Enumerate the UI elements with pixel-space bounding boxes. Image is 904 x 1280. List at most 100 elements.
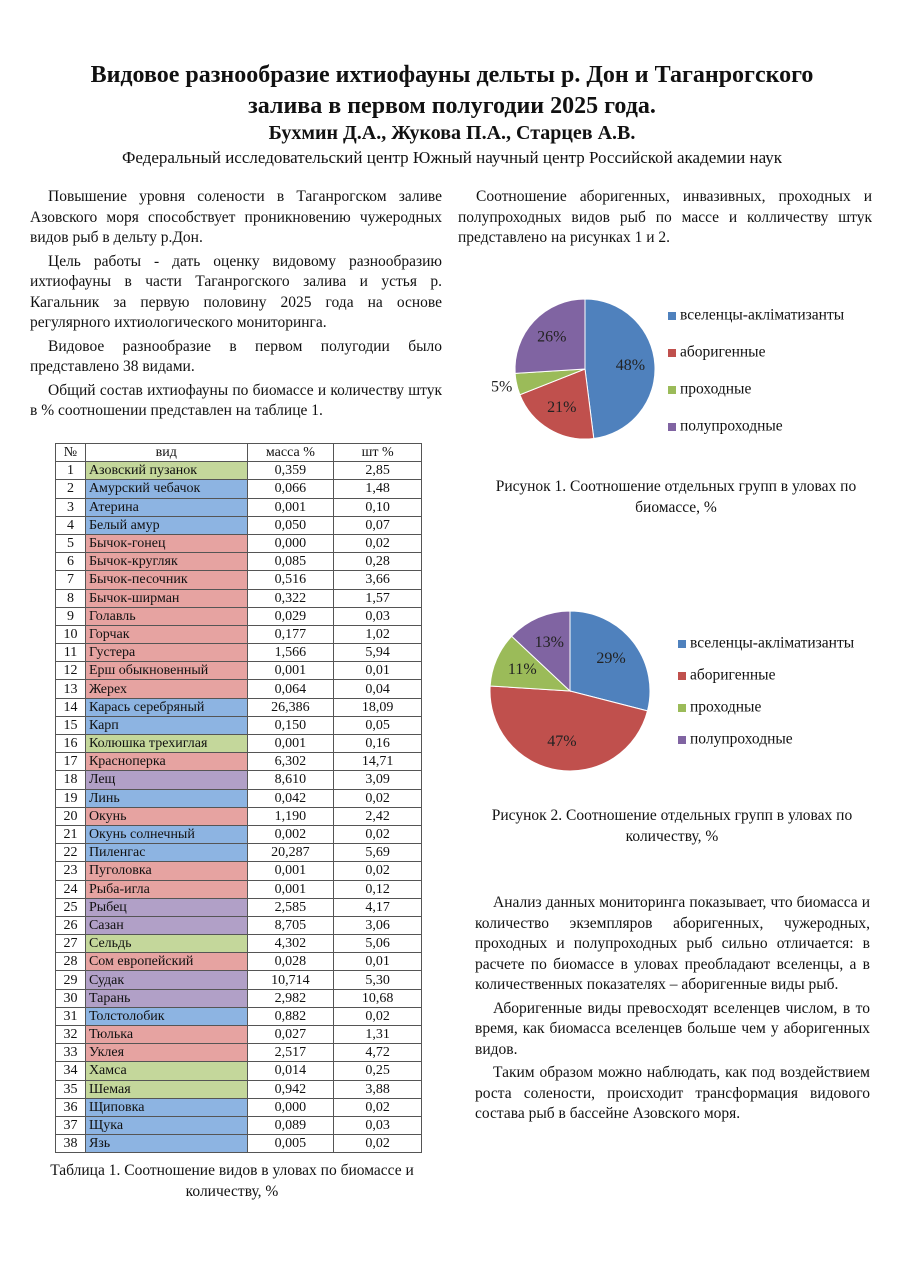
legend-label: аборигенные	[680, 344, 766, 361]
table-cell: 0,014	[246, 1061, 335, 1081]
legend-swatch	[668, 386, 676, 394]
table-cell: 20	[55, 806, 86, 826]
table-cell: Уклея	[84, 1043, 248, 1063]
figure-caption: Рисунок 1. Соотношение отдельных групп в…	[495, 478, 857, 516]
right-intro: Соотношение аборигенных, инвазивных, про…	[458, 187, 872, 252]
table-cell: Судак	[84, 970, 248, 990]
table-row: 38 Язь 0,005 0,02	[55, 1134, 422, 1154]
table-cell: 1,566	[246, 643, 335, 663]
table-cell: Атерина	[84, 497, 248, 517]
table-cell: 1,190	[246, 806, 335, 826]
table-cell: 19	[55, 788, 86, 808]
table-row: 10 Горчак 0,177 1,02	[55, 624, 422, 645]
table-row: 23 Пуголовка 0,001 0,02	[55, 861, 422, 881]
paragraph: Цель работы - дать оценку видовому разно…	[30, 252, 442, 332]
table-cell: 3,06	[333, 915, 422, 936]
table-cell: 0,02	[333, 861, 422, 881]
table-cell: Бычок-кругляк	[84, 552, 248, 572]
table-cell: 0,12	[333, 879, 422, 899]
table-cell: 4,17	[333, 897, 422, 917]
table-cell: 24	[55, 879, 86, 899]
table-cell: 14	[55, 697, 86, 717]
table-row: 35 Шемая 0,942 3,88	[55, 1079, 422, 1099]
table-cell: 1,02	[333, 624, 422, 645]
table-cell: 4,302	[246, 934, 335, 954]
table-cell: 18	[55, 770, 86, 790]
table-row: 33 Уклея 2,517 4,72	[55, 1043, 422, 1063]
legend-label: полупроходные	[680, 418, 783, 435]
table-cell: 26	[55, 915, 86, 936]
table-cell: Язь	[84, 1134, 248, 1154]
table-cell: 0,000	[246, 1097, 335, 1117]
table-cell: Щука	[84, 1115, 248, 1136]
table-cell: 3,09	[333, 770, 422, 790]
legend-swatch	[678, 704, 686, 712]
header-row: № вид масса % шт %	[55, 442, 422, 463]
table-cell: 27	[55, 934, 86, 954]
table-row: 27 Сельдь 4,302 5,06	[55, 934, 422, 954]
paragraph: Видовое разнообразие в первом полугодии …	[30, 337, 442, 376]
table-cell: Бычок-гонец	[84, 533, 248, 554]
legend-label: вселенцы-акліматизанты	[690, 635, 855, 652]
table-cell: 5	[55, 533, 86, 554]
slice-label: 48%	[616, 357, 645, 374]
table-cell: 26,386	[246, 697, 335, 717]
table-cell: 0,050	[246, 515, 335, 535]
table-cell: 3,66	[333, 570, 422, 590]
table-cell: 36	[55, 1097, 86, 1117]
table-caption: Таблица 1. Соотношение видов в уловах по…	[50, 1162, 414, 1200]
legend-swatch	[678, 640, 686, 648]
table-cell: 2,982	[246, 988, 335, 1008]
legend-swatch	[668, 349, 676, 357]
table-cell: 0,882	[246, 1006, 335, 1027]
table-cell: 2	[55, 479, 86, 499]
table-cell: 0,03	[333, 606, 422, 626]
table-row: 25 Рыбец 2,585 4,17	[55, 897, 422, 917]
header-cell: вид	[84, 442, 248, 463]
table-cell: Бычок-ширман	[84, 588, 248, 608]
table-cell: 0,029	[246, 606, 335, 626]
paragraph: Аборигенные виды превосходят вселенцев ч…	[475, 999, 870, 1058]
table-cell: Жерех	[84, 679, 248, 699]
table-cell: 12	[55, 661, 86, 681]
table-cell: 8,610	[246, 770, 335, 790]
table-cell: 0,002	[246, 824, 335, 845]
table-row: 14 Карась серебряный 26,386 18,09	[55, 697, 422, 717]
table-cell: 0,150	[246, 715, 335, 736]
table-row: 36 Щиповка 0,000 0,02	[55, 1097, 422, 1117]
table-row: 20 Окунь 1,190 2,42	[55, 806, 422, 826]
table-cell: 0,10	[333, 497, 422, 517]
pie-slice	[489, 685, 649, 772]
table-cell: 2,585	[246, 897, 335, 917]
table-cell: 2,85	[333, 461, 422, 481]
table-cell: 6,302	[246, 752, 335, 772]
slice-label: 13%	[535, 634, 564, 651]
table-row: 32 Тюлька 0,027 1,31	[55, 1024, 422, 1045]
table-cell: Ерш обыкновенный	[84, 661, 248, 681]
table-cell: 0,516	[246, 570, 335, 590]
table-cell: 35	[55, 1079, 86, 1099]
table-cell: Азовский пузанок	[84, 461, 248, 481]
table-cell: Шемая	[84, 1079, 248, 1099]
table-cell: 0,02	[333, 533, 422, 554]
pie-chart: 48% вселенцы-акліматизанты 21% аборигенные 5…	[491, 298, 845, 440]
table-cell: 0,001	[246, 497, 335, 517]
table-cell: Горчак	[84, 624, 248, 645]
table-cell: Тарань	[84, 988, 248, 1008]
table-row: 21 Окунь солнечный 0,002 0,02	[55, 824, 422, 845]
table-row: 13 Жерех 0,064 0,04	[55, 679, 422, 699]
table-cell: Рыба-игла	[84, 879, 248, 899]
table-cell: 0,005	[246, 1134, 335, 1154]
slice-label: 29%	[596, 650, 625, 667]
table-cell: Белый амур	[84, 515, 248, 535]
table-row: 26 Сазан 8,705 3,06	[55, 915, 422, 936]
legend-label: проходные	[680, 381, 751, 398]
table-cell: Рыбец	[84, 897, 248, 917]
right-column: Анализ данных мониторинга показывает, чт…	[475, 893, 870, 1128]
table-row: 34 Хамса 0,014 0,25	[55, 1061, 422, 1081]
table-cell: Хамса	[84, 1061, 248, 1081]
table-cell: Пуголовка	[84, 861, 248, 881]
table-row: 7 Бычок-песочник 0,516 3,66	[55, 570, 422, 590]
table-row: 6 Бычок-кругляк 0,085 0,28	[55, 552, 422, 572]
